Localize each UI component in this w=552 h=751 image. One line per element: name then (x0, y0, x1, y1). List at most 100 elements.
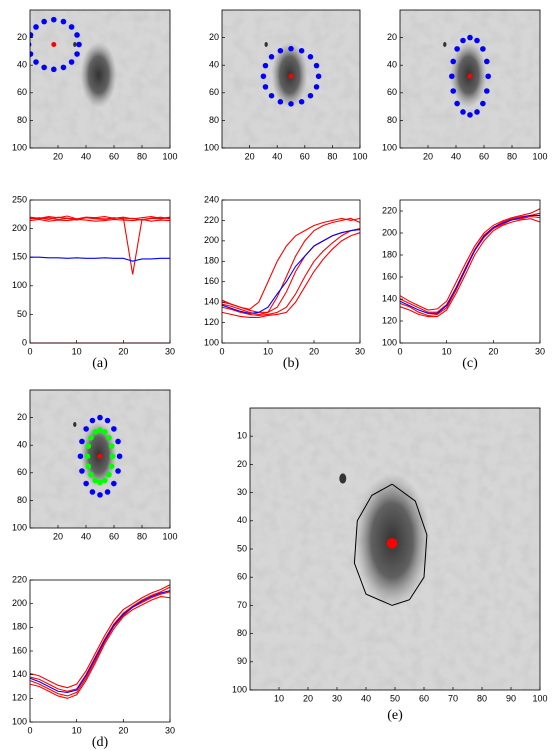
y-tick-label: 80 (17, 495, 27, 505)
axes-frame (29, 9, 171, 149)
ring-point (97, 479, 103, 486)
ring-point (97, 414, 103, 421)
panel-caption: (c) (462, 356, 478, 371)
ring-point (108, 463, 115, 470)
ring-point (88, 471, 94, 478)
x-tick-label: 50 (390, 693, 400, 703)
ring-point (111, 480, 117, 487)
y-tick-label: 180 (382, 249, 397, 259)
x-tick-label: 40 (272, 151, 282, 161)
x-tick-label: 100 (162, 151, 177, 161)
y-tick-label: 100 (12, 142, 27, 152)
ring-point (480, 46, 486, 52)
ring-point (79, 438, 85, 445)
ring-point (51, 66, 57, 73)
image-panel: 20 40 60 80 100 20 40 60 80 100 (382, 9, 548, 161)
series-line (29, 586, 171, 692)
y-tick-label: 20 (237, 459, 247, 469)
x-tick-label: 60 (300, 151, 310, 161)
y-tick-label: 20 (209, 32, 219, 42)
x-tick-label: 10 (72, 725, 82, 735)
x-tick-label: 80 (507, 151, 517, 161)
y-tick-label: 180 (204, 256, 219, 266)
ring-point (68, 59, 75, 65)
line-panel: 0 10 20 30 100 120 140 160 180 200 220 (c) (382, 199, 545, 371)
x-tick-label: 10 (274, 693, 284, 703)
panel-caption: (a) (92, 356, 108, 371)
ring-point (288, 45, 294, 52)
y-tick-label: 40 (209, 60, 219, 70)
y-tick-label: 200 (12, 598, 27, 608)
ring-point (97, 427, 103, 433)
y-tick-label: 100 (204, 142, 219, 152)
center-point (288, 73, 294, 79)
panel-caption: (d) (92, 735, 109, 750)
ring-point (313, 62, 320, 69)
dark-spot (264, 42, 268, 47)
ring-point (480, 100, 486, 107)
x-tick-label: 0 (27, 725, 32, 735)
y-tick-label: 60 (237, 572, 247, 582)
series-line (30, 256, 170, 262)
y-tick-label: 60 (17, 467, 27, 477)
x-tick-label: 100 (532, 151, 547, 161)
y-tick-label: 140 (204, 297, 219, 307)
x-tick-label: 80 (327, 151, 337, 161)
x-tick-label: 20 (488, 346, 498, 356)
y-tick-label: 10 (237, 431, 247, 441)
center-point (386, 538, 398, 549)
y-tick-label: 140 (382, 293, 397, 303)
ring-point (30, 42, 32, 47)
ring-point (298, 47, 305, 54)
x-tick-label: 30 (355, 346, 365, 356)
y-tick-label: 200 (12, 223, 27, 233)
series-line (221, 217, 361, 310)
ring-point (89, 489, 96, 495)
center-point (51, 41, 57, 48)
y-tick-label: 100 (382, 142, 397, 152)
x-tick-label: 40 (361, 693, 371, 703)
line-panel: 0 10 20 30 0 50 100 150 200 250 (a) (12, 194, 175, 371)
ring-point (288, 101, 294, 107)
y-tick-label: 40 (17, 440, 27, 450)
x-tick-label: 10 (263, 346, 273, 356)
ring-point (77, 453, 84, 460)
y-tick-label: 30 (237, 487, 247, 497)
x-tick-label: 80 (477, 693, 487, 703)
center-point (467, 73, 473, 79)
x-tick-label: 30 (332, 693, 342, 703)
image-panel: 20 40 60 80 100 20 40 60 80 100 (12, 389, 178, 541)
series-line (221, 228, 361, 316)
x-tick-label: 10 (72, 346, 82, 356)
x-tick-label: 0 (219, 346, 224, 356)
axes-frame (221, 199, 361, 344)
y-tick-label: 140 (12, 669, 27, 679)
x-tick-label: 20 (423, 151, 433, 161)
ring-point (33, 59, 39, 65)
ring-point (467, 112, 473, 118)
axes-frame (29, 389, 171, 529)
ring-point (307, 54, 314, 60)
x-tick-label: 20 (303, 693, 313, 703)
x-tick-label: 40 (451, 151, 461, 161)
ring-point (89, 417, 96, 424)
ring-point (262, 84, 269, 90)
y-tick-label: 120 (204, 317, 219, 327)
image-area (30, 390, 170, 528)
ring-point (76, 41, 82, 48)
y-tick-label: 80 (237, 628, 247, 638)
ring-point (460, 109, 466, 115)
y-tick-label: 200 (382, 227, 397, 237)
y-tick-label: 220 (382, 205, 397, 215)
x-tick-label: 100 (162, 531, 177, 541)
ring-point (41, 18, 47, 25)
dark-spot (73, 42, 77, 47)
ring-point (92, 429, 99, 435)
series-line (29, 596, 171, 699)
ring-point (97, 492, 103, 498)
x-tick-label: 30 (535, 346, 545, 356)
plot-area (29, 215, 171, 344)
y-tick-label: 180 (12, 622, 27, 632)
x-tick-label: 30 (165, 725, 175, 735)
series-line (29, 215, 171, 220)
